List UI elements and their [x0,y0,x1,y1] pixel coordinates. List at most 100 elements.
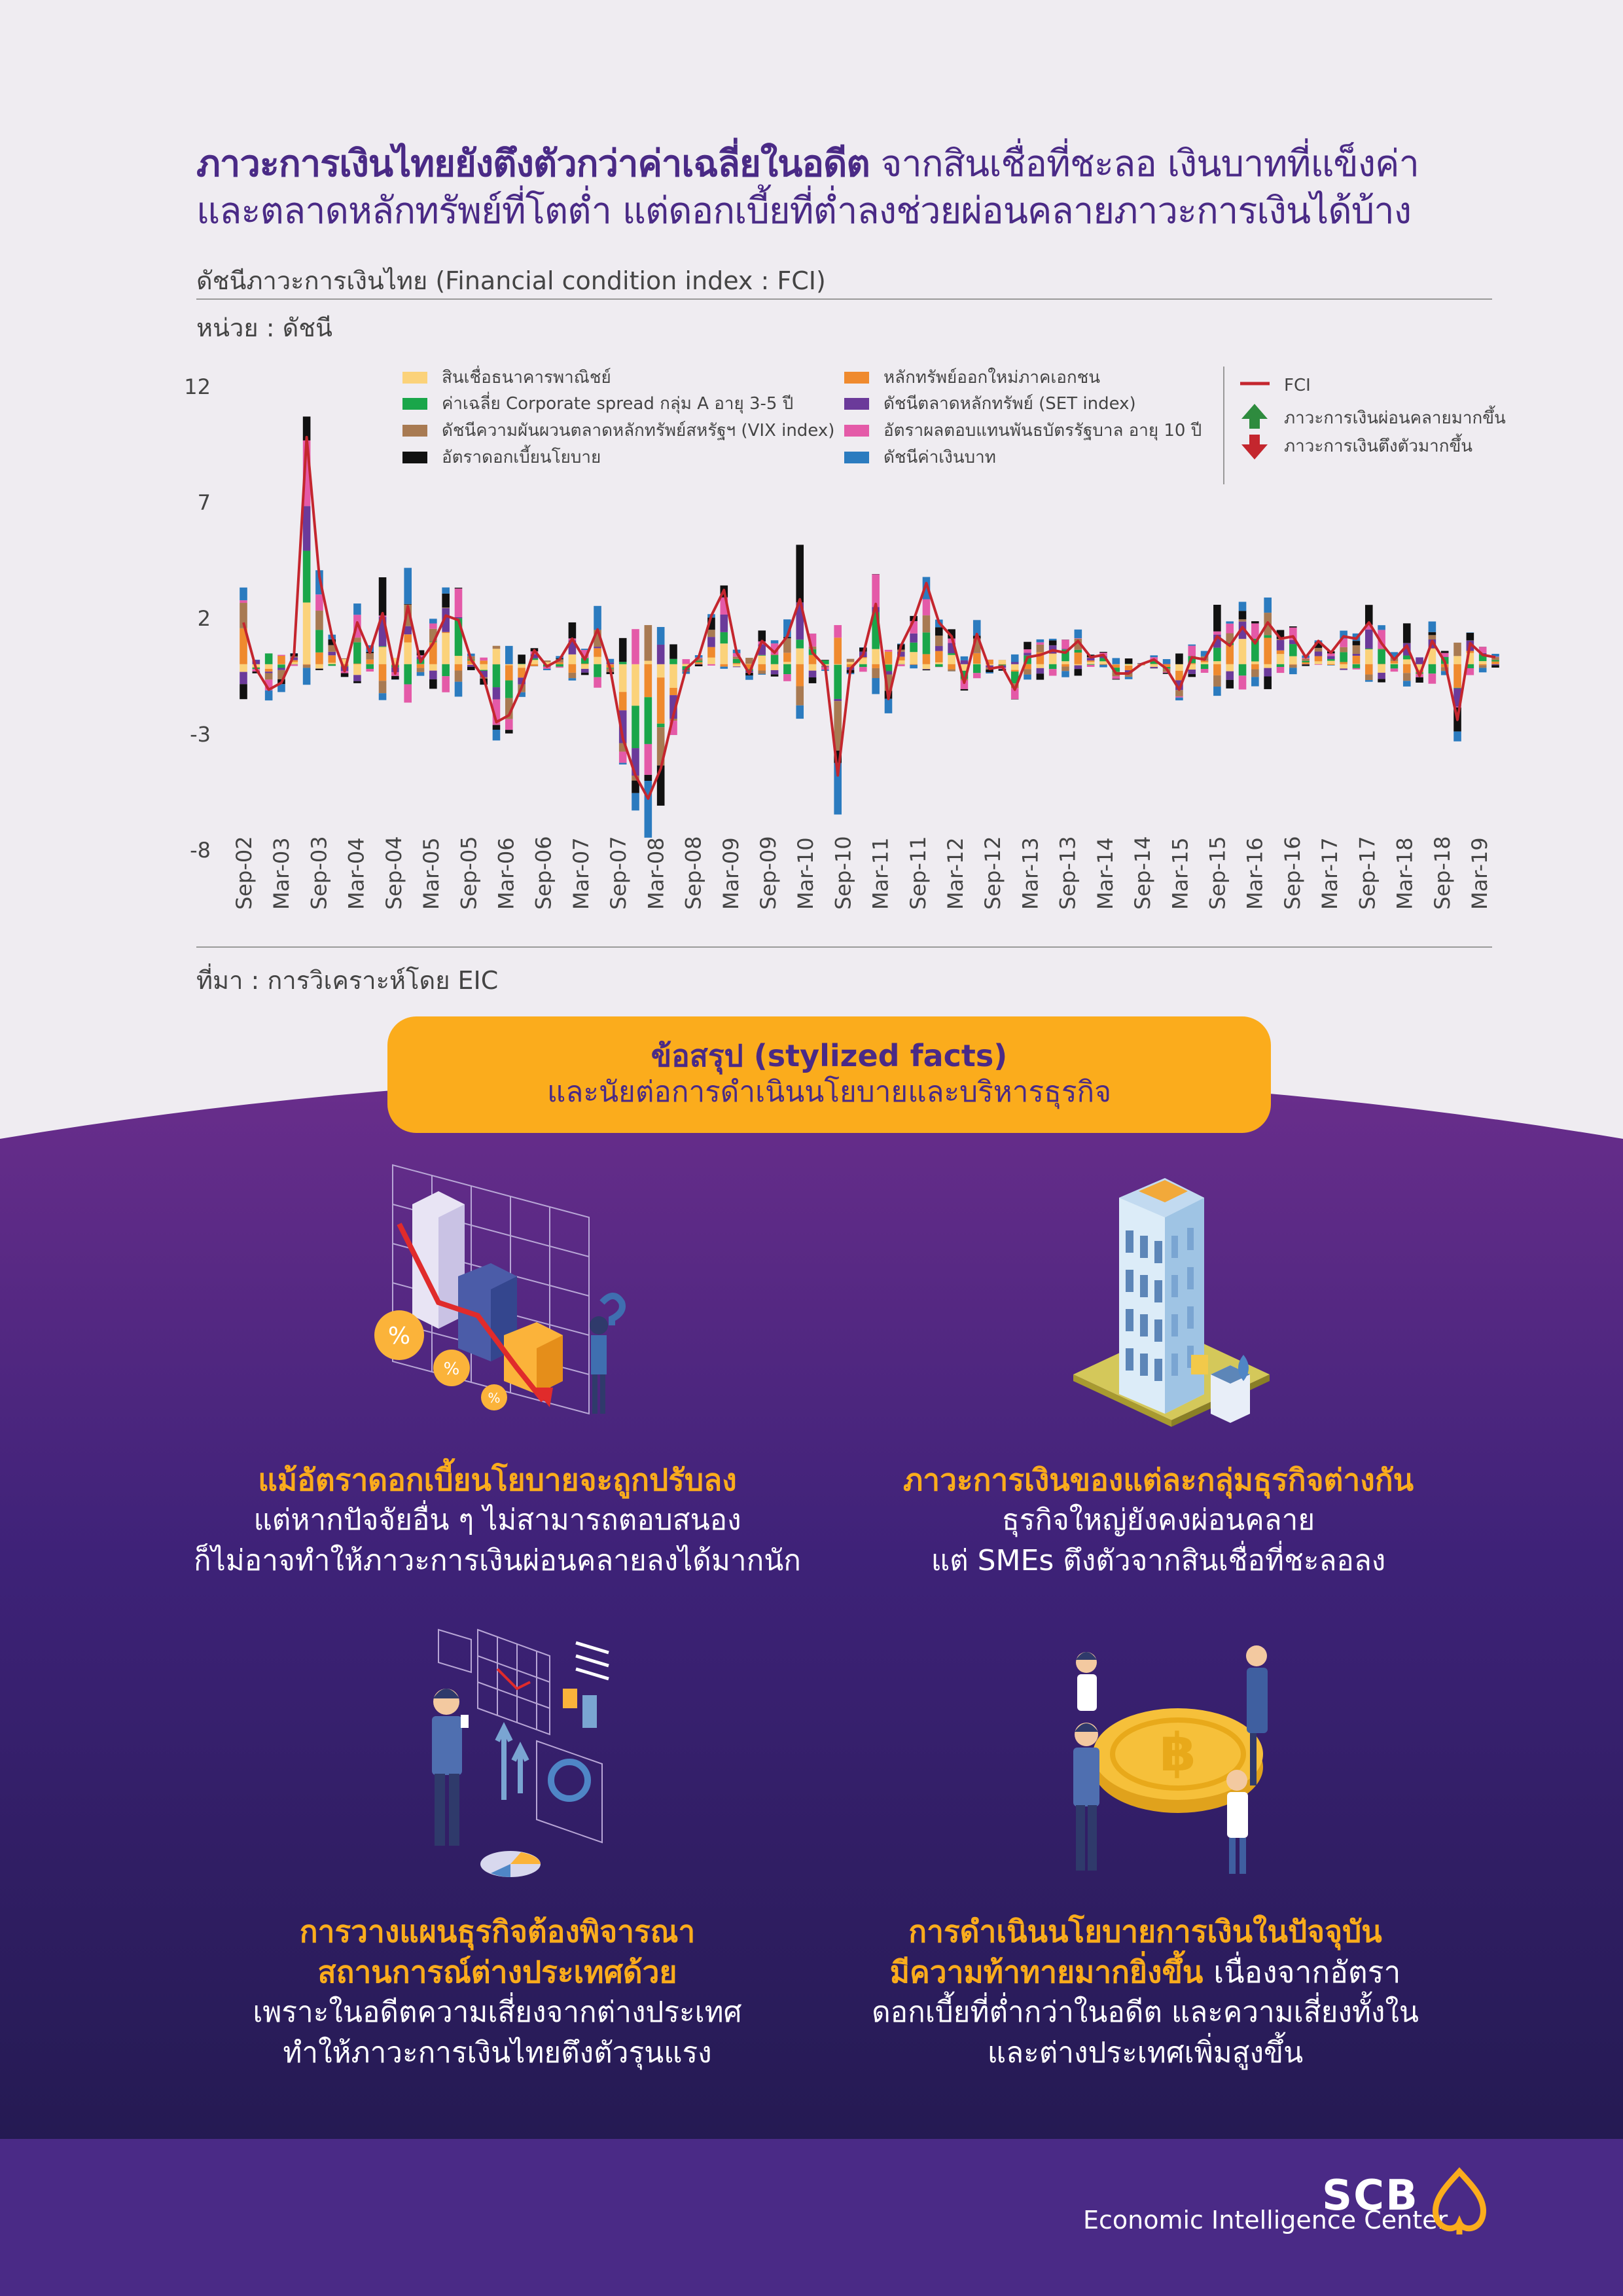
bar-segment [454,588,463,617]
x-tick-label: Sep-02 [232,836,257,910]
bar-segment [505,665,513,681]
bar-segment [694,658,703,661]
bar-segment [758,670,766,674]
bar-segment [1390,668,1399,672]
bar-segment [796,686,804,706]
page-title: ภาวะการเงินไทยยังตึงตัวกว่าค่าเฉลี่ยในอด… [196,141,1492,235]
bar-segment [1048,664,1057,670]
bar-segment [732,658,741,664]
bar-segment [277,655,285,656]
bar-segment [442,593,450,608]
bar-segment [429,670,437,679]
chart-legend: สินเชื่อธนาคารพาณิชย์ หลักทรัพย์ออกใหม่ภา… [402,365,1506,484]
bar-segment [846,662,855,664]
bar-segment [922,654,931,664]
bar-segment [1226,645,1234,664]
bar-segment [1099,651,1107,653]
bar-segment [353,664,361,675]
bar-segment [391,658,399,664]
bar-segment [1378,679,1385,683]
bar-segment [808,655,817,664]
legend-swatch [402,372,427,384]
bar-segment [972,638,981,653]
bar-segment [240,684,247,700]
bar-segment [480,664,488,670]
bar-segment [1036,673,1044,680]
bar-segment [1226,621,1234,624]
bar-segment [960,660,969,664]
bar-segment [240,587,247,601]
bar-segment [580,649,589,651]
bar-segment [1213,634,1221,648]
bar-segment [606,662,615,664]
bar-segment [644,744,652,775]
bar-segment [543,662,551,664]
bar-segment [834,664,842,699]
x-tick-label: Sep-05 [456,836,481,910]
bar-segment [594,648,601,657]
bar-segment [1264,637,1272,664]
fact-2-text-1: ธุรกิจใหญ่ยังคงผ่อนคลาย [1001,1503,1315,1537]
bar-segment [1428,673,1436,684]
bar-segment [378,681,387,694]
bar-segment [480,660,488,664]
x-tick-label: Mar-05 [419,837,444,910]
office-building-icon [1073,1178,1270,1427]
bar-segment [707,647,715,658]
bar-segment [796,545,804,603]
bar-segment [935,646,943,651]
bar-segment [1302,658,1310,661]
bar-segment [1124,658,1133,664]
bar-segment [1327,656,1335,659]
bar-segment [897,664,905,666]
bar-segment [1188,644,1196,646]
bar-segment [618,664,627,692]
bar-segment [1074,669,1082,676]
bar-segment [404,604,412,626]
bar-segment [442,608,450,632]
bar-segment [1402,655,1411,660]
bar-segment [1175,653,1183,664]
bar-segment [1150,660,1158,664]
bar-segment [240,603,247,628]
bar-segment [720,643,728,664]
bar-segment [1048,669,1057,676]
bar-segment [922,577,931,600]
bar-segment [594,630,601,647]
bar-segment [758,630,766,641]
bar-segment [518,668,526,678]
bar-segment [429,619,437,624]
bar-segment [644,625,652,661]
bar-segment [1478,647,1487,653]
bar-segment [656,765,665,806]
bar-segment [1238,621,1247,639]
bar-segment [669,658,677,664]
bar-segment [1200,651,1209,656]
legend-label: ดัชนีความผันผวนตลาดหลักทรัพย์สหรัฐฯ (VIX… [442,421,834,440]
bar-segment [556,666,563,668]
bar-segment [935,627,943,636]
bar-segment [644,697,652,744]
bar-segment [391,665,399,668]
bar-segment [1074,638,1082,650]
bar-segment [884,698,893,713]
bar-segment [859,657,867,658]
bar-segment [1264,676,1272,689]
bar-segment [859,667,867,672]
fci-line-layer [242,435,1496,800]
bar-segment [808,670,817,677]
bar-segment [505,664,513,666]
x-tick-label: Mar-18 [1393,837,1418,910]
bar-segment [454,618,463,656]
bar-segment [732,663,741,664]
bar-segment [1010,688,1019,700]
bar-segment [416,650,425,656]
bar-segment [1378,630,1385,649]
bar-segment [315,594,323,611]
bar-segment [404,642,412,664]
bar-segment [1024,664,1031,670]
x-tick-label: Sep-11 [906,836,931,910]
bar-segment [1213,647,1221,662]
x-tick-label: Mar-04 [344,837,369,910]
bar-segment [669,695,677,719]
